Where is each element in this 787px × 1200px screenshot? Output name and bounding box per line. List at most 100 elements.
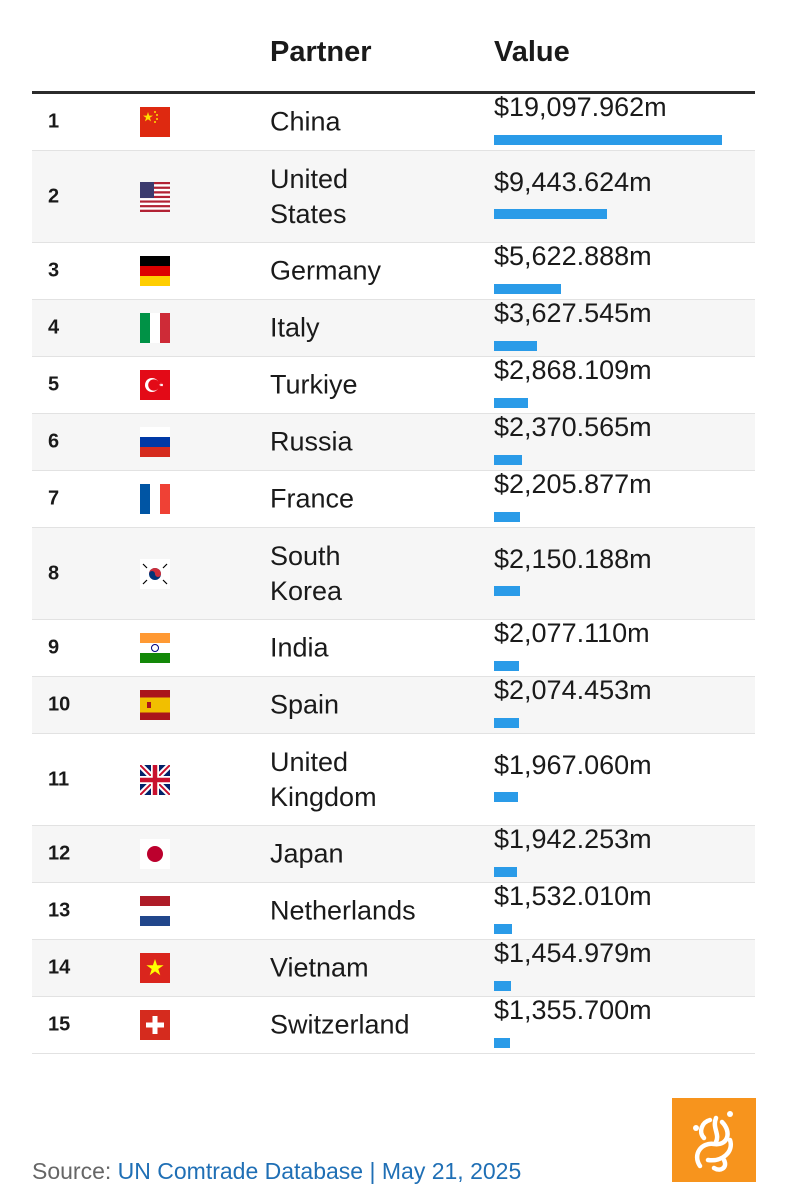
table-row: 8 South Korea $2,150.188m <box>32 528 755 620</box>
turkiye-flag-icon <box>140 370 170 400</box>
switzerland-flag-icon <box>140 1010 170 1040</box>
value-label: $2,868.109m <box>494 355 652 385</box>
partner-label: France <box>270 483 355 514</box>
rank-label: 12 <box>48 842 71 865</box>
rank-label: 14 <box>48 956 71 979</box>
india-flag-icon <box>140 633 170 663</box>
table-row: 6 Russia $2,370.565m <box>32 412 755 471</box>
partner-label: United States <box>270 163 349 229</box>
italy-flag-icon <box>140 313 170 343</box>
value-bar <box>494 397 529 408</box>
china-flag-icon <box>140 107 170 137</box>
rank-label: 11 <box>48 768 70 790</box>
value-bar <box>494 511 521 522</box>
value-bar <box>494 1037 511 1048</box>
ranking-table: 1 China $19,097.962m 2 United States $9,443.6… <box>32 92 755 1054</box>
rank-label: 15 <box>48 1013 71 1036</box>
rank-label: 3 <box>48 259 60 282</box>
japan-flag-icon <box>140 839 170 869</box>
value-bar <box>494 717 519 728</box>
rank-label: 4 <box>48 316 60 339</box>
partner-column-header: Partner <box>270 36 372 68</box>
rank-label: 6 <box>48 430 60 453</box>
table-row: 3 Germany $5,622.888m <box>32 241 755 300</box>
rank-label: 5 <box>48 373 60 396</box>
rank-label: 10 <box>48 693 71 716</box>
table-row: 13 Netherlands $1,532.010m <box>32 881 755 940</box>
table-row: 12 Japan $1,942.253m <box>32 824 755 883</box>
value-label: $3,627.545m <box>494 298 652 328</box>
value-bar <box>494 454 523 465</box>
value-bar <box>494 660 519 671</box>
table-row: 15 Switzerland $1,355.700m <box>32 995 755 1054</box>
partner-label: Netherlands <box>270 895 416 926</box>
netherlands-flag-icon <box>140 896 170 926</box>
table-row: 5 Turkiye $2,868.109m <box>32 355 755 414</box>
rank-label: 9 <box>48 636 60 659</box>
value-label: $1,454.979m <box>494 938 652 968</box>
value-label: $2,077.110m <box>494 618 650 648</box>
partner-label: Turkiye <box>270 369 358 400</box>
table-row: 4 Italy $3,627.545m <box>32 298 755 357</box>
value-bar <box>494 209 607 219</box>
value-label: $2,370.565m <box>494 412 652 442</box>
partner-label: United Kingdom <box>270 746 377 812</box>
value-bar <box>494 340 538 351</box>
value-label: $2,074.453m <box>494 675 652 705</box>
table-row: 1 China $19,097.962m <box>32 92 755 151</box>
value-label: $1,355.700m <box>494 995 652 1025</box>
partner-label: China <box>270 106 341 137</box>
partner-label: Russia <box>270 426 353 457</box>
source-separator: | <box>363 1158 382 1184</box>
table-row: 10 Spain $2,074.453m <box>32 675 755 734</box>
al-jazeera-logo <box>672 1098 756 1182</box>
source-prefix: Source: <box>32 1158 118 1184</box>
table-row: 2 United States $9,443.624m <box>32 151 755 243</box>
rank-label: 8 <box>48 562 60 584</box>
uk-flag-icon <box>140 764 170 795</box>
value-bar <box>494 866 518 877</box>
partner-label: Japan <box>270 838 344 869</box>
rank-label: 13 <box>48 899 71 922</box>
france-flag-icon <box>140 484 170 514</box>
partner-label: Switzerland <box>270 1009 410 1040</box>
value-bar <box>494 134 722 145</box>
value-label: $2,205.877m <box>494 469 652 499</box>
partner-label: Italy <box>270 312 320 343</box>
value-bar <box>494 586 520 596</box>
value-label: $5,622.888m <box>494 241 652 271</box>
value-bar <box>494 283 562 294</box>
russia-flag-icon <box>140 427 170 457</box>
table-row: 11 United Kingdom $1,967.060m <box>32 734 755 826</box>
vietnam-flag-icon <box>140 953 170 983</box>
value-label: $9,443.624m <box>494 166 652 197</box>
value-column-header: Value <box>494 36 570 68</box>
table-header: Partner Value <box>0 36 787 76</box>
rank-label: 1 <box>48 110 60 133</box>
partner-label: Spain <box>270 689 340 720</box>
table-row: 9 India $2,077.110m <box>32 618 755 677</box>
rank-label: 2 <box>48 185 60 207</box>
value-label: $2,150.188m <box>494 543 652 574</box>
source-date: May 21, 2025 <box>381 1158 522 1184</box>
rank-label: 7 <box>48 487 60 510</box>
partner-label: South Korea <box>270 540 343 606</box>
source-footer: Source: UN Comtrade Database | May 21, 2… <box>32 1158 521 1185</box>
south-korea-flag-icon <box>140 558 170 589</box>
header-divider <box>32 91 755 94</box>
value-bar <box>494 980 512 991</box>
value-bar <box>494 923 513 934</box>
value-label: $1,532.010m <box>494 881 652 911</box>
table-row: 14 Vietnam $1,454.979m <box>32 938 755 997</box>
partner-label: Germany <box>270 255 382 286</box>
germany-flag-icon <box>140 256 170 286</box>
value-label: $19,097.962m <box>494 92 667 122</box>
value-bar <box>494 792 518 802</box>
partner-label: India <box>270 632 329 663</box>
table-row: 7 France $2,205.877m <box>32 469 755 528</box>
source-link[interactable]: UN Comtrade Database <box>117 1158 364 1184</box>
value-label: $1,942.253m <box>494 824 652 854</box>
partner-label: Vietnam <box>270 952 369 983</box>
value-label: $1,967.060m <box>494 749 652 780</box>
